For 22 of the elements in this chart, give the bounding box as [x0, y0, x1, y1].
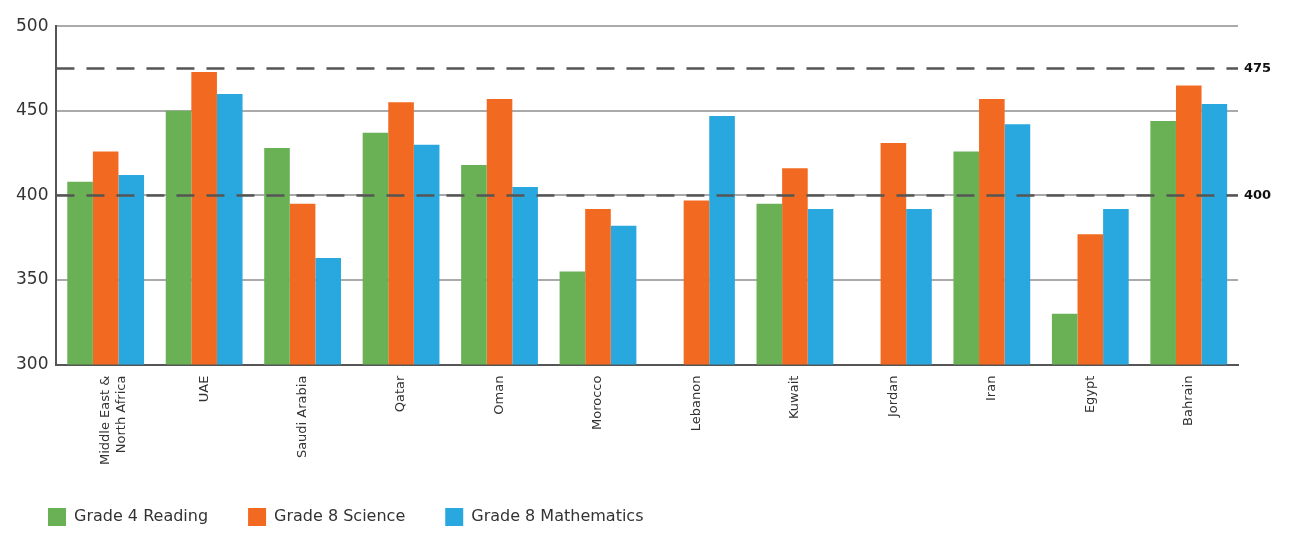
y-tick-label: 450 [15, 99, 49, 120]
ref-line-label: 475 [1244, 59, 1272, 75]
legend-label: Grade 4 Reading [74, 506, 209, 526]
legend-label: Grade 8 Mathematics [471, 506, 644, 526]
x-tick-label: Middle East & North Africa [97, 375, 128, 466]
x-tick-label: Morocco [589, 375, 605, 431]
y-tick-label: 400 [15, 183, 49, 204]
x-tick-label: Bahrain [1180, 375, 1196, 426]
x-tick-label: Lebanon [687, 375, 703, 432]
x-tick-label: Iran [983, 375, 999, 401]
y-tick-label: 350 [15, 268, 49, 289]
x-tick-label: Kuwait [786, 375, 802, 420]
x-tick-label: Saudi Arabia [293, 375, 309, 459]
y-tick-label: 300 [15, 353, 49, 374]
x-tick-label: UAE [195, 375, 211, 403]
y-tick-label: 500 [15, 14, 49, 35]
legend-label: Grade 8 Science [274, 506, 406, 526]
x-tick-label: Oman [490, 375, 506, 415]
x-tick-label: Egypt [1081, 375, 1097, 414]
ref-line-label: 400 [1244, 186, 1272, 202]
x-tick-label: Qatar [392, 374, 408, 413]
x-tick-label: Jordan [884, 375, 900, 418]
